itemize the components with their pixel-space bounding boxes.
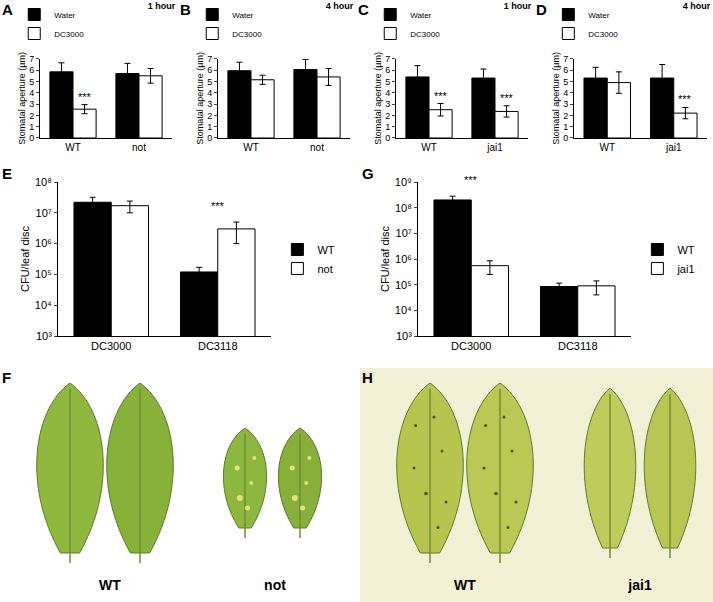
- svg-text:6: 6: [563, 65, 568, 75]
- svg-text:0: 0: [563, 133, 568, 143]
- svg-text:CFU/leaf disc: CFU/leaf disc: [379, 225, 391, 292]
- svg-text:10³: 10³: [36, 330, 52, 342]
- svg-text:not: not: [132, 142, 146, 153]
- svg-text:7: 7: [207, 54, 212, 64]
- svg-text:4: 4: [207, 88, 212, 98]
- svg-text:***: ***: [678, 93, 692, 105]
- html-text:A: A: [2, 1, 13, 18]
- svg-text:4: 4: [563, 88, 568, 98]
- svg-text:4 hour: 4 hour: [326, 1, 354, 11]
- html-text:G: G: [362, 165, 374, 182]
- svg-text:5: 5: [563, 77, 568, 87]
- svg-text:jai1: jai1: [486, 142, 503, 153]
- svg-text:3: 3: [207, 99, 212, 109]
- svg-text:10⁸: 10⁸: [35, 176, 52, 188]
- svg-text:Stomatal aperture (µm): Stomatal aperture (µm): [17, 52, 27, 145]
- svg-text:10⁵: 10⁵: [395, 279, 412, 291]
- svg-text:1: 1: [207, 122, 212, 132]
- svg-text:5: 5: [207, 77, 212, 87]
- svg-text:4: 4: [385, 88, 390, 98]
- svg-text:WT: WT: [65, 142, 81, 153]
- svg-text:Stomatal aperture (µm): Stomatal aperture (µm): [373, 52, 383, 145]
- svg-text:10⁶: 10⁶: [35, 237, 52, 249]
- svg-text:5: 5: [385, 77, 390, 87]
- svg-text:1: 1: [29, 122, 34, 132]
- svg-text:***: ***: [434, 90, 448, 102]
- html-text:F: F: [2, 369, 12, 386]
- svg-text:WT: WT: [421, 142, 437, 153]
- svg-text:2: 2: [385, 111, 390, 121]
- svg-text:10⁸: 10⁸: [395, 202, 412, 214]
- svg-text:Stomatal aperture (µm): Stomatal aperture (µm): [195, 52, 205, 145]
- svg-text:3: 3: [385, 99, 390, 109]
- svg-text:10⁴: 10⁴: [35, 299, 52, 311]
- svg-text:10⁴: 10⁴: [395, 304, 412, 316]
- svg-text:DC3000: DC3000: [54, 30, 84, 39]
- svg-text:WT: WT: [317, 244, 334, 256]
- svg-text:WT: WT: [243, 142, 259, 153]
- svg-text:1 hour: 1 hour: [504, 1, 532, 11]
- svg-text:jai1: jai1: [676, 263, 694, 275]
- svg-text:10⁵: 10⁵: [35, 268, 52, 280]
- svg-text:2: 2: [207, 111, 212, 121]
- svg-text:6: 6: [29, 65, 34, 75]
- svg-text:jai1: jai1: [627, 577, 652, 593]
- svg-text:Water: Water: [588, 11, 609, 20]
- svg-text:DC3000: DC3000: [588, 30, 618, 39]
- svg-text:1: 1: [385, 122, 390, 132]
- svg-text:6: 6: [207, 65, 212, 75]
- svg-text:***: ***: [78, 91, 92, 103]
- svg-text:3: 3: [29, 99, 34, 109]
- svg-text:Water: Water: [232, 11, 253, 20]
- svg-text:DC3118: DC3118: [558, 340, 598, 352]
- svg-text:10⁹: 10⁹: [395, 176, 412, 188]
- svg-text:2: 2: [29, 111, 34, 121]
- svg-text:DC3000: DC3000: [410, 30, 440, 39]
- svg-text:10⁷: 10⁷: [36, 207, 52, 219]
- svg-text:7: 7: [29, 54, 34, 64]
- svg-text:3: 3: [563, 99, 568, 109]
- svg-text:1: 1: [563, 122, 568, 132]
- svg-text:***: ***: [500, 92, 514, 104]
- html-text:B: B: [180, 1, 191, 18]
- svg-text:DC3000: DC3000: [451, 340, 491, 352]
- svg-text:6: 6: [385, 65, 390, 75]
- svg-text:***: ***: [464, 174, 478, 186]
- svg-text:DC3000: DC3000: [232, 30, 262, 39]
- svg-text:Stomatal aperture (µm): Stomatal aperture (µm): [551, 52, 561, 145]
- html-text:C: C: [358, 1, 369, 18]
- svg-text:4 hour: 4 hour: [683, 1, 711, 11]
- svg-text:DC3000: DC3000: [91, 340, 131, 352]
- svg-text:0: 0: [29, 133, 34, 143]
- svg-text:7: 7: [385, 54, 390, 64]
- svg-text:Water: Water: [54, 11, 75, 20]
- svg-text:4: 4: [29, 88, 34, 98]
- svg-text:not: not: [264, 577, 286, 593]
- svg-text:0: 0: [207, 133, 212, 143]
- svg-text:***: ***: [211, 200, 225, 212]
- svg-text:not: not: [310, 142, 324, 153]
- svg-text:WT: WT: [99, 577, 121, 593]
- svg-text:not: not: [317, 263, 332, 275]
- html-text:E: E: [2, 165, 12, 182]
- svg-text:2: 2: [563, 111, 568, 121]
- svg-text:DC3118: DC3118: [198, 340, 238, 352]
- svg-text:10⁶: 10⁶: [395, 253, 412, 265]
- svg-text:WT: WT: [599, 142, 615, 153]
- svg-text:1 hour: 1 hour: [148, 1, 176, 11]
- svg-text:5: 5: [29, 77, 34, 87]
- svg-text:CFU/leaf disc: CFU/leaf disc: [19, 225, 31, 292]
- svg-text:Water: Water: [410, 11, 431, 20]
- svg-text:jai1: jai1: [665, 142, 682, 153]
- svg-text:7: 7: [563, 54, 568, 64]
- svg-text:WT: WT: [454, 577, 476, 593]
- svg-text:0: 0: [385, 133, 390, 143]
- html-text:D: D: [536, 1, 547, 18]
- html-text:H: H: [362, 369, 373, 386]
- svg-text:10³: 10³: [396, 330, 412, 342]
- svg-text:WT: WT: [677, 244, 694, 256]
- svg-text:10⁷: 10⁷: [396, 227, 412, 239]
